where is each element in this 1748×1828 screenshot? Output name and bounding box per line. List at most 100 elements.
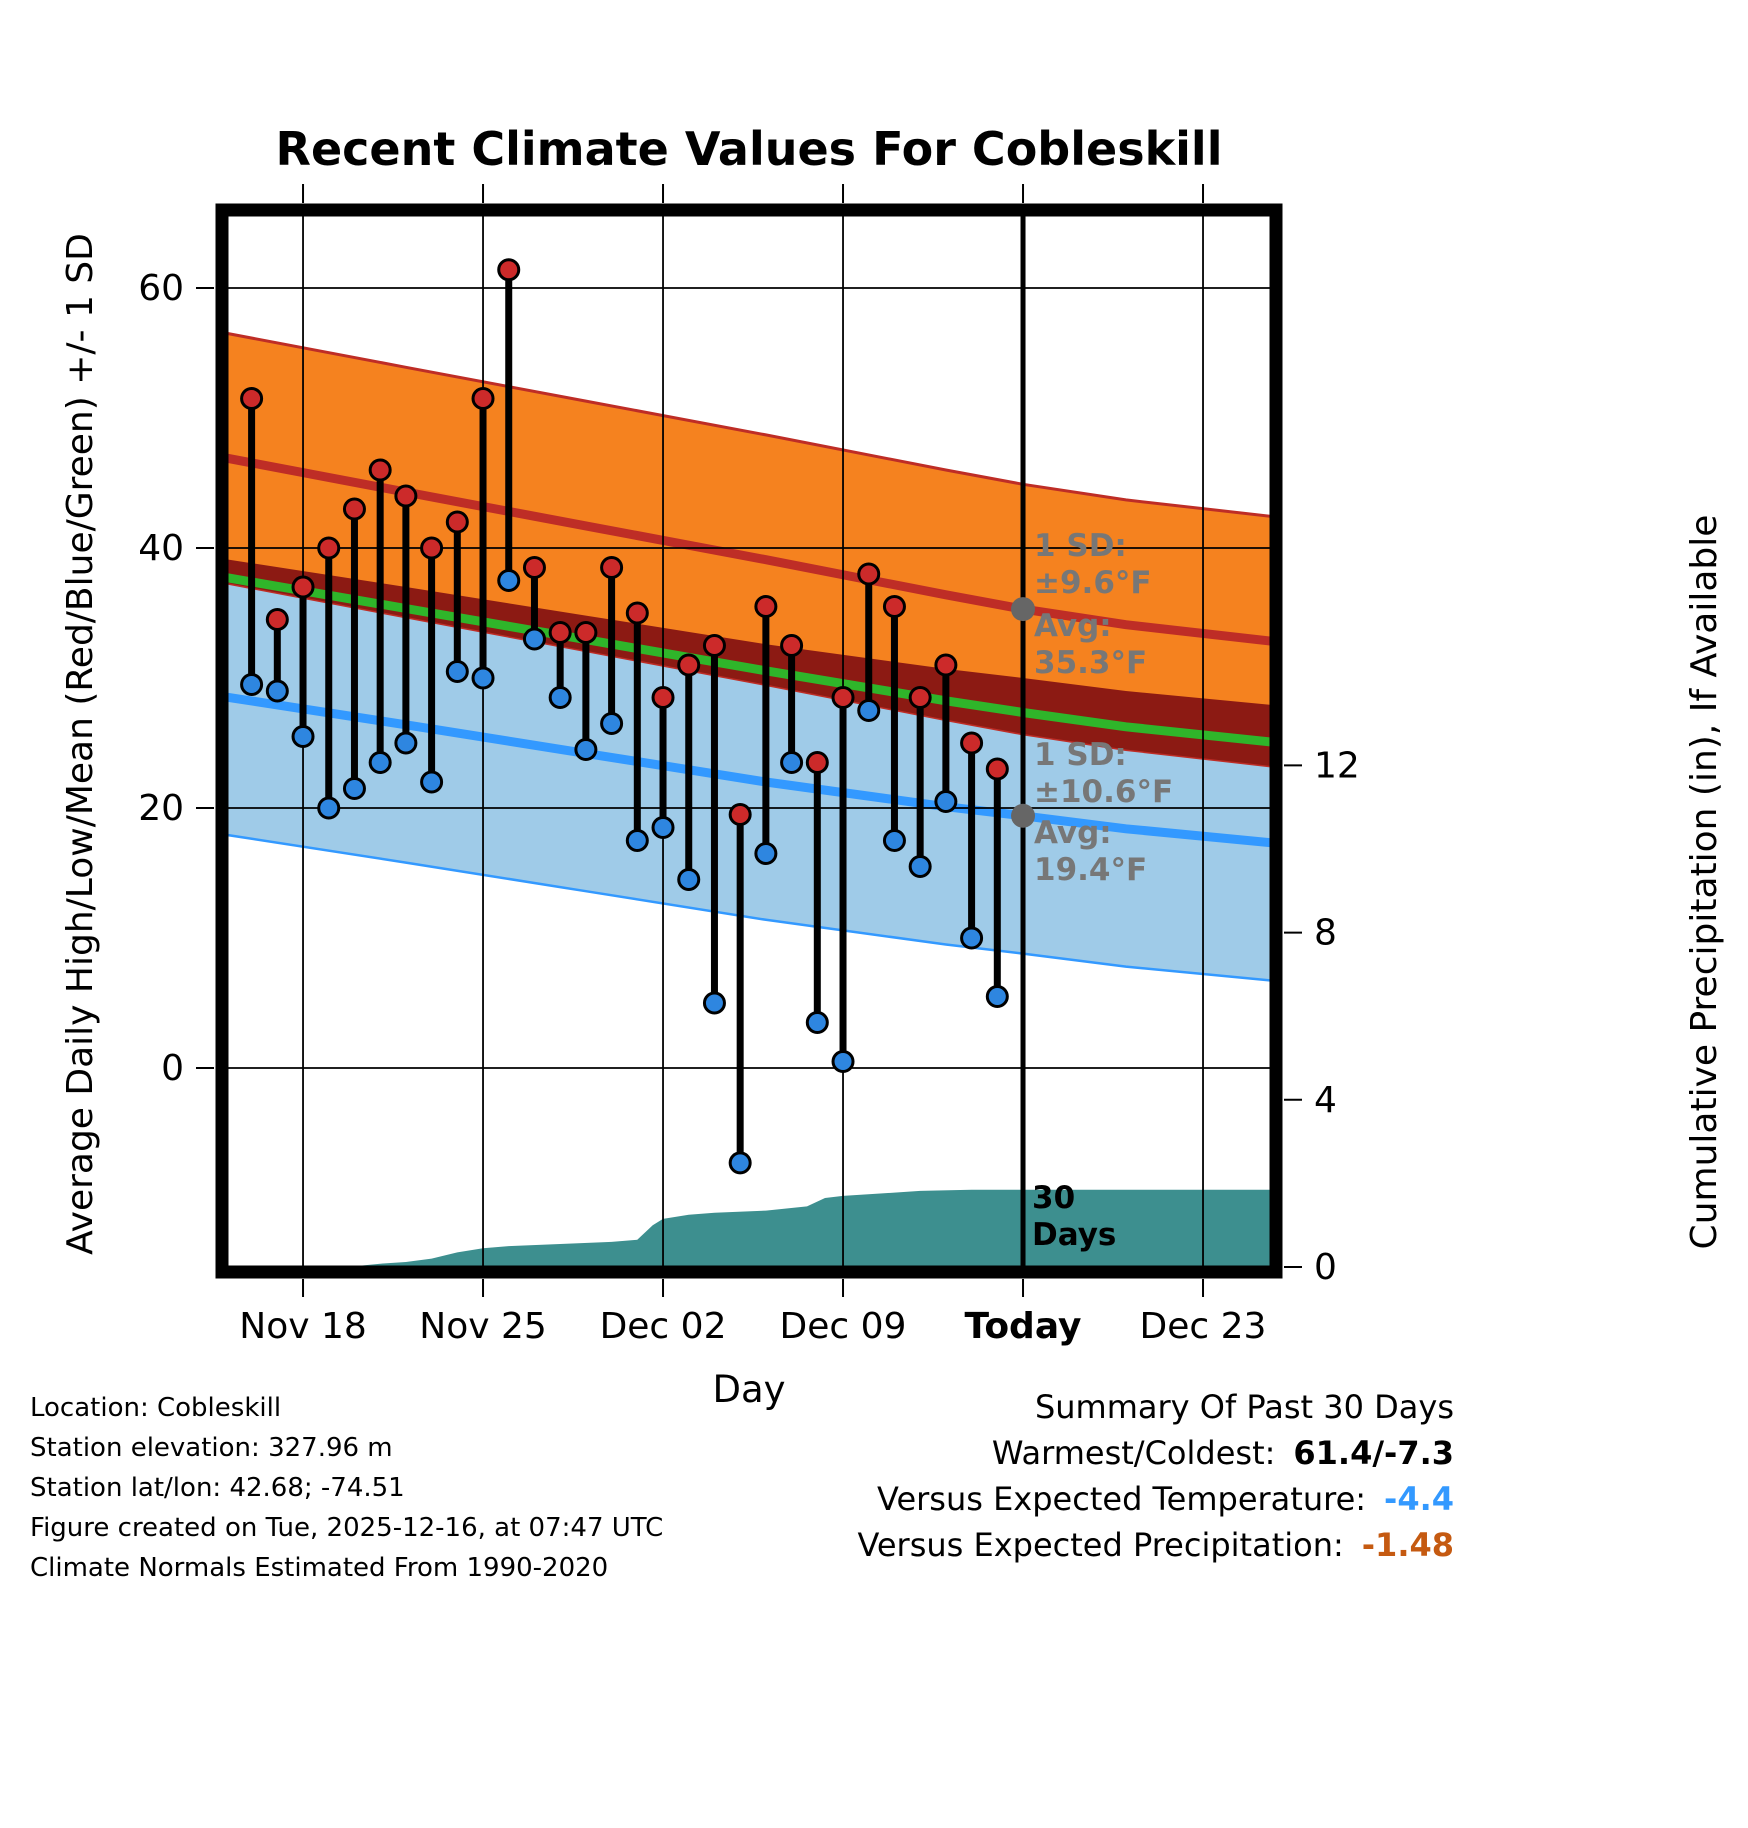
daily-low-point <box>651 816 675 839</box>
figure-created: Figure created on Tue, 2025-12-16, at 07… <box>30 1513 664 1543</box>
station-elevation: Station elevation: 327.96 m <box>30 1433 393 1463</box>
period-annotation: 30 Days <box>1032 1180 1116 1254</box>
high-sd-annotation: 1 SD: ±9.6°F <box>1034 528 1152 602</box>
daily-low-point <box>754 842 778 865</box>
summary-value: -1.48 <box>1361 1526 1454 1564</box>
daily-high-point <box>934 653 958 677</box>
y-right-tick-label: 4 <box>1314 1080 1337 1121</box>
daily-high-point <box>240 387 264 410</box>
low-avg-line1: Avg: <box>1034 815 1112 851</box>
station-info: Location: Cobleskill Station elevation: … <box>30 1388 663 1588</box>
daily-low-point <box>317 796 341 820</box>
y-right-tick-label: 12 <box>1314 745 1360 786</box>
daily-high-point <box>420 536 444 560</box>
daily-low-point <box>702 991 726 1015</box>
daily-low-point <box>522 627 546 651</box>
daily-low-point <box>574 738 598 761</box>
avg-low-line <box>222 691 1276 848</box>
low-avg-annotation: Avg: 19.4°F <box>1034 815 1147 889</box>
daily-low-point <box>471 666 495 690</box>
x-tick-label: Dec 02 <box>600 1306 727 1347</box>
summary-value: 61.4/-7.3 <box>1293 1434 1454 1472</box>
y-right-tick-label: 0 <box>1314 1247 1337 1288</box>
high-sd-line2: ±9.6°F <box>1034 565 1152 601</box>
daily-points <box>240 258 1009 1175</box>
cumulative-precip-area <box>222 1189 1275 1270</box>
plot-area <box>222 210 1276 1272</box>
summary-value: -4.4 <box>1384 1480 1454 1518</box>
daily-high-point <box>342 497 366 521</box>
high-sd-line1: 1 SD: <box>1034 528 1127 564</box>
x-tick-label: Dec 23 <box>1140 1306 1267 1347</box>
x-axis-label: Day <box>712 1368 786 1411</box>
daily-high-point <box>677 653 701 677</box>
daily-high-point <box>574 621 598 644</box>
x-tick-label: Nov 25 <box>419 1306 547 1347</box>
daily-low-point <box>805 1011 829 1034</box>
daily-low-point <box>394 731 418 755</box>
daily-high-point <box>265 608 289 631</box>
summary-label: Versus Expected Temperature: <box>877 1480 1367 1518</box>
station-latlon: Station lat/lon: 42.68; -74.51 <box>30 1473 405 1503</box>
daily-low-point <box>420 770 444 794</box>
daily-low-point <box>831 1050 855 1073</box>
daily-low-point <box>342 777 366 800</box>
daily-low-point <box>291 725 315 748</box>
daily-low-point <box>548 686 572 709</box>
daily-high-point <box>548 621 572 644</box>
daily-low-point <box>368 751 392 774</box>
summary-title: Summary Of Past 30 Days <box>1034 1388 1454 1426</box>
y-axis-label-right: Cumulative Precipitation (in), If Availa… <box>1684 514 1725 1250</box>
low-sd-line2: ±10.6°F <box>1034 774 1174 810</box>
y-left-tick-label: 40 <box>138 528 184 569</box>
daily-low-point <box>934 790 958 813</box>
low-avg-line2: 19.4°F <box>1034 852 1148 888</box>
daily-high-point <box>522 556 546 579</box>
period-line2: Days <box>1032 1217 1117 1253</box>
daily-high-point <box>908 686 932 709</box>
daily-high-point <box>728 803 752 826</box>
daily-high-point <box>805 751 829 774</box>
daily-low-point <box>857 699 881 722</box>
low-sd-line1: 1 SD: <box>1034 737 1127 773</box>
daily-high-point <box>651 686 675 709</box>
daily-high-point <box>985 757 1009 781</box>
daily-low-point <box>677 868 701 891</box>
daily-high-point <box>754 595 778 618</box>
x-tick-label: Dec 09 <box>780 1306 907 1347</box>
low-sd-annotation: 1 SD: ±10.6°F <box>1034 737 1173 811</box>
plot-border <box>215 203 1283 1279</box>
y-left-tick-label: 60 <box>138 268 184 309</box>
daily-low-point <box>960 926 984 950</box>
daily-high-point <box>497 258 521 282</box>
daily-high-point <box>394 484 418 508</box>
daily-low-point <box>882 829 906 852</box>
high-avg-line2: 35.3°F <box>1034 645 1148 681</box>
y-axis-label-left: Average Daily High/Low/Mean (Red/Blue/Gr… <box>60 233 101 1255</box>
mean-temp-line <box>222 572 1276 747</box>
y-left-tick-label: 0 <box>161 1048 184 1089</box>
summary-row-warmest-coldest: Warmest/Coldest: 61.4/-7.3 <box>857 1430 1454 1476</box>
daily-low-point <box>985 985 1009 1008</box>
chart-title: Recent Climate Values For Cobleskill <box>275 122 1223 176</box>
daily-high-point <box>960 731 984 755</box>
summary-row-vs-temperature: Versus Expected Temperature: -4.4 <box>857 1476 1454 1522</box>
daily-high-point <box>291 575 315 599</box>
climate-normals-note: Climate Normals Estimated From 1990-2020 <box>30 1553 609 1583</box>
high-avg-annotation: Avg: 35.3°F <box>1034 608 1147 682</box>
daily-high-point <box>317 536 341 560</box>
daily-low-point <box>497 569 521 592</box>
daily-low-point <box>908 855 932 878</box>
daily-low-point <box>625 829 649 852</box>
daily-high-point <box>780 634 804 657</box>
daily-high-point <box>600 556 624 579</box>
avg-high-marker <box>1011 597 1036 622</box>
daily-high-point <box>625 601 649 625</box>
daily-high-point <box>368 458 392 482</box>
daily-high-point <box>831 686 855 709</box>
daily-high-point <box>882 595 906 618</box>
daily-high-point <box>471 387 495 410</box>
avg-low-marker <box>1011 803 1036 828</box>
x-tick-label: Today <box>965 1306 1082 1347</box>
daily-low-point <box>445 660 469 683</box>
